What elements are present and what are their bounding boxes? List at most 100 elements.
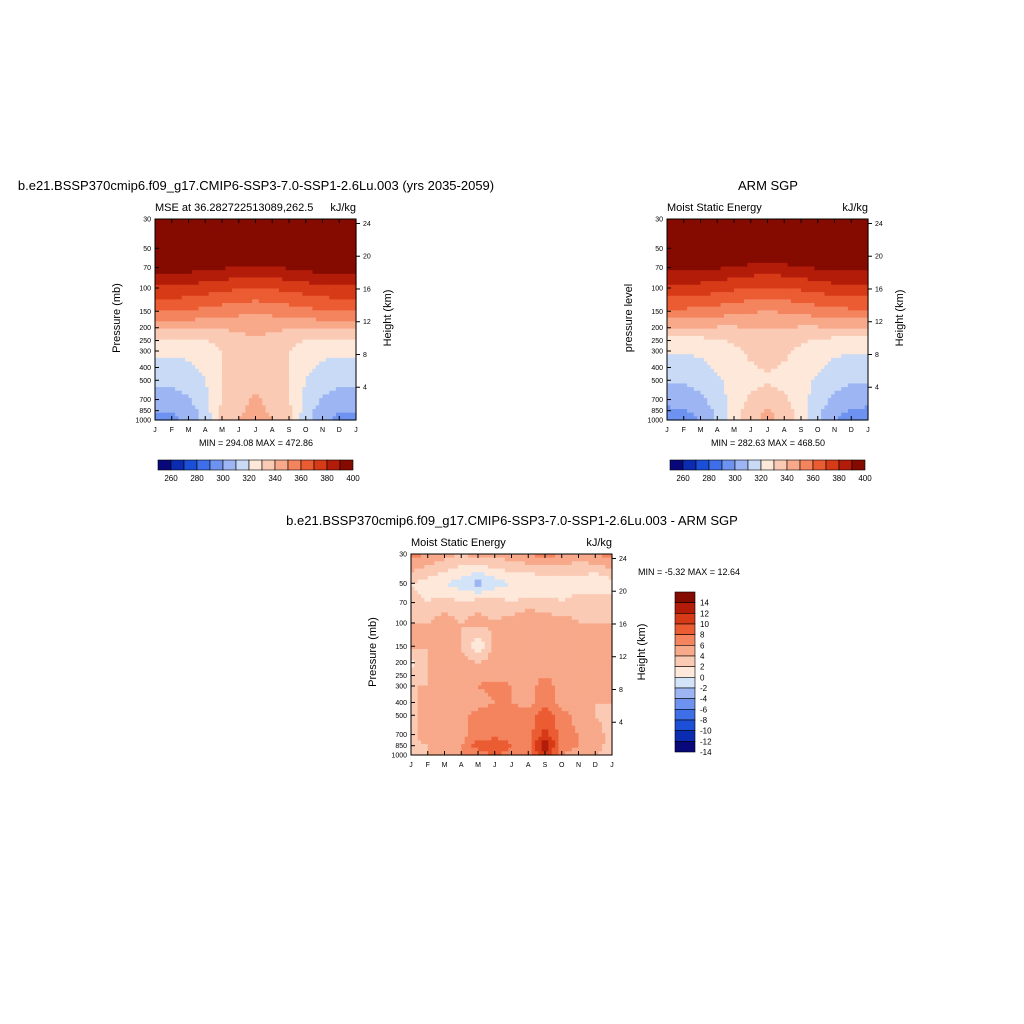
panel-model-cell	[272, 372, 277, 377]
panel-obs-cell	[734, 277, 738, 282]
panel-model-cell	[171, 219, 176, 224]
panel-model-colorbar-swatch	[339, 459, 354, 471]
panel-model-cell	[268, 259, 273, 264]
panel-obs-cell	[864, 233, 869, 238]
panel-model-cell	[215, 262, 220, 268]
panel-model-cell	[198, 335, 203, 341]
panel-obs-cell	[710, 233, 715, 238]
panel-obs-cell	[670, 310, 675, 315]
panel-model-cell	[258, 401, 263, 406]
panel-model-cell	[222, 357, 226, 363]
panel-model-cell	[222, 303, 226, 308]
panel-obs-cell	[734, 310, 738, 315]
panel-model-cell	[332, 303, 337, 308]
panel-model-cell	[339, 412, 344, 417]
panel-model-cell	[319, 266, 324, 271]
panel-model-cell	[165, 251, 169, 257]
panel-model-cell	[211, 295, 216, 300]
panel-model-cell	[178, 237, 183, 242]
panel-obs-cell	[740, 262, 745, 268]
panel-obs-cell	[787, 299, 792, 304]
panel-model-cell	[248, 346, 253, 352]
panel-obs-cell	[693, 295, 698, 300]
panel-model-cell	[319, 259, 324, 264]
panel-model-cell	[205, 398, 210, 403]
panel-obs-cell	[801, 273, 805, 279]
panel-obs-cell	[787, 306, 792, 311]
panel-model-cell	[282, 383, 287, 388]
panel-obs-cell	[713, 310, 718, 315]
panel-obs-cell	[707, 281, 712, 286]
panel-obs-cell	[817, 251, 822, 257]
panel-model-cell	[208, 233, 213, 238]
panel-model-cell	[222, 237, 226, 242]
panel-model-cell	[171, 299, 176, 304]
panel-model-cell	[349, 233, 354, 238]
panel-obs-cell	[723, 292, 728, 297]
panel-model-cell	[211, 233, 216, 238]
panel-model-cell	[352, 324, 357, 330]
panel-model-cell	[258, 273, 263, 279]
panel-model-cell	[191, 328, 196, 333]
panel-model-cell	[305, 365, 310, 370]
panel-model-colorbar-label: 280	[190, 474, 204, 483]
panel-model-cell	[342, 233, 347, 238]
panel-model-cell	[188, 288, 193, 293]
panel-model-cell	[352, 398, 357, 403]
panel-model-cell	[215, 390, 220, 396]
panel-model-cell	[185, 295, 190, 300]
panel-obs-cell	[693, 314, 698, 319]
panel-model-cell	[325, 398, 330, 403]
panel-model-cell	[292, 346, 297, 352]
panel-model-cell	[342, 219, 347, 224]
panel-model-cell	[232, 346, 236, 352]
panel-model-cell	[268, 229, 273, 235]
panel-obs-cell	[777, 237, 782, 242]
panel-obs-cell	[687, 284, 692, 290]
panel-model-cell	[201, 259, 206, 264]
panel-obs-cell	[801, 262, 805, 268]
panel-model-cell	[325, 372, 330, 377]
panel-obs-cell	[864, 306, 869, 311]
panel-model-cell	[319, 229, 324, 235]
panel-model-cell	[252, 266, 257, 271]
panel-obs-cell	[750, 233, 755, 238]
panel-obs-cell	[807, 259, 812, 264]
panel-model-cell	[171, 244, 176, 249]
panel-obs-cell	[717, 270, 722, 275]
panel-model-cell	[339, 310, 344, 315]
panel-obs-cell	[680, 306, 685, 311]
panel-model-cell	[185, 226, 190, 231]
panel-model-cell	[332, 372, 337, 377]
panel-model-units: kJ/kg	[330, 202, 356, 214]
panel-obs-cell	[737, 306, 742, 311]
panel-model-cell	[275, 376, 280, 381]
panel-model-cell	[168, 335, 173, 341]
panel-obs-cell	[857, 244, 862, 249]
panel-model-cell	[191, 222, 196, 227]
panel-model-cell	[178, 270, 183, 275]
panel-obs-cell	[713, 259, 718, 264]
panel-model-cell	[222, 412, 226, 417]
panel-model-cell	[282, 346, 287, 352]
panel-obs-cell	[804, 270, 809, 275]
panel-obs-cell	[744, 273, 748, 279]
panel-model-cell	[319, 339, 324, 344]
panel-model-cell	[335, 229, 340, 235]
panel-model-cell	[175, 251, 180, 257]
panel-obs-cell	[690, 303, 695, 308]
panel-model-cell	[165, 405, 169, 410]
panel-obs-cell	[804, 292, 809, 297]
panel-obs-cell	[831, 255, 836, 260]
panel-model-cell	[345, 262, 350, 268]
panel-obs-cell	[814, 299, 819, 304]
panel-model-cell	[319, 288, 324, 293]
panel-model-cell	[205, 255, 210, 260]
panel-model-cell	[238, 321, 243, 326]
panel-obs-cell	[844, 251, 849, 257]
panel-model-cell	[232, 251, 236, 257]
panel-obs-cell	[730, 237, 735, 242]
panel-model-cell	[342, 226, 347, 231]
panel-model-cell	[322, 328, 327, 333]
panel-model-cell	[322, 244, 327, 249]
